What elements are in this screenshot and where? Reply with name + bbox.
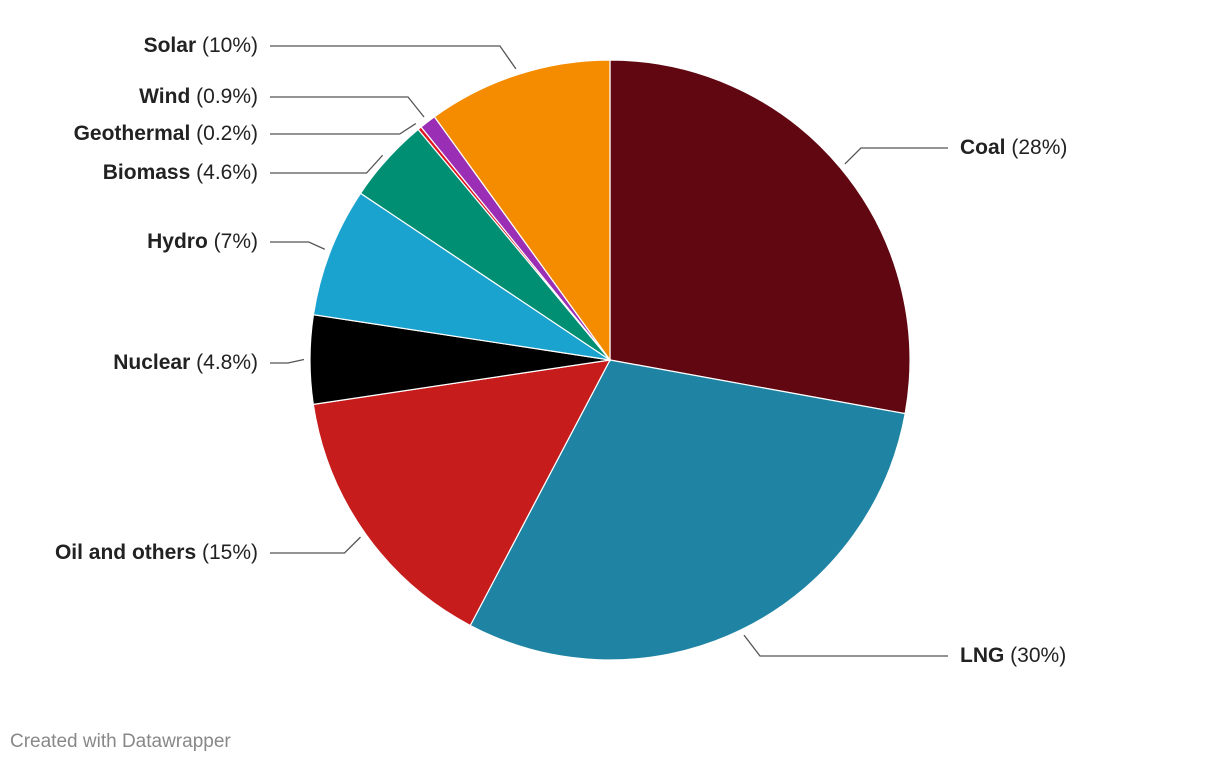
leader-line <box>270 96 425 118</box>
pie-slice <box>312 192 611 361</box>
pie-slice <box>433 59 611 362</box>
slice-label: Wind (0.9%) <box>139 85 258 108</box>
slice-label: Solar (10%) <box>144 34 258 57</box>
footer: Created with Datawrapper <box>10 731 231 752</box>
value-label: (7%) <box>214 230 258 253</box>
category-name: Nuclear <box>113 351 190 374</box>
category-name: LNG <box>960 644 1004 667</box>
leader-line <box>270 45 517 70</box>
leader-line <box>270 123 417 135</box>
slice-label: LNG (30%) <box>960 644 1066 667</box>
leader-line <box>844 147 948 165</box>
category-name: Oil and others <box>55 541 196 564</box>
slice-label: Oil and others (15%) <box>55 541 258 564</box>
value-label: (28%) <box>1011 136 1067 159</box>
pie-slice <box>609 59 911 415</box>
category-name: Coal <box>960 136 1006 159</box>
slice-label: Coal (28%) <box>960 136 1067 159</box>
pie-slice <box>469 359 906 661</box>
pie-slice <box>312 359 612 627</box>
value-label: (0.9%) <box>196 85 258 108</box>
category-name: Solar <box>144 34 197 57</box>
category-name: Hydro <box>147 230 208 253</box>
value-label: (30%) <box>1010 644 1066 667</box>
value-label: (0.2%) <box>196 122 258 145</box>
leader-line <box>270 241 326 250</box>
leader-line <box>270 358 305 364</box>
value-label: (4.6%) <box>196 161 258 184</box>
category-name: Geothermal <box>74 122 191 145</box>
leader-line <box>270 154 384 174</box>
value-label: (15%) <box>202 541 258 564</box>
slice-label: Biomass (4.6%) <box>103 161 258 184</box>
slice-label: Hydro (7%) <box>147 230 258 253</box>
slice-label: Nuclear (4.8%) <box>113 351 258 374</box>
slice-label: Geothermal (0.2%) <box>74 122 258 145</box>
value-label: (4.8%) <box>196 351 258 374</box>
category-name: Wind <box>139 85 190 108</box>
category-name: Biomass <box>103 161 191 184</box>
value-label: (10%) <box>202 34 258 57</box>
leader-line <box>743 634 948 657</box>
leader-line <box>270 536 361 554</box>
